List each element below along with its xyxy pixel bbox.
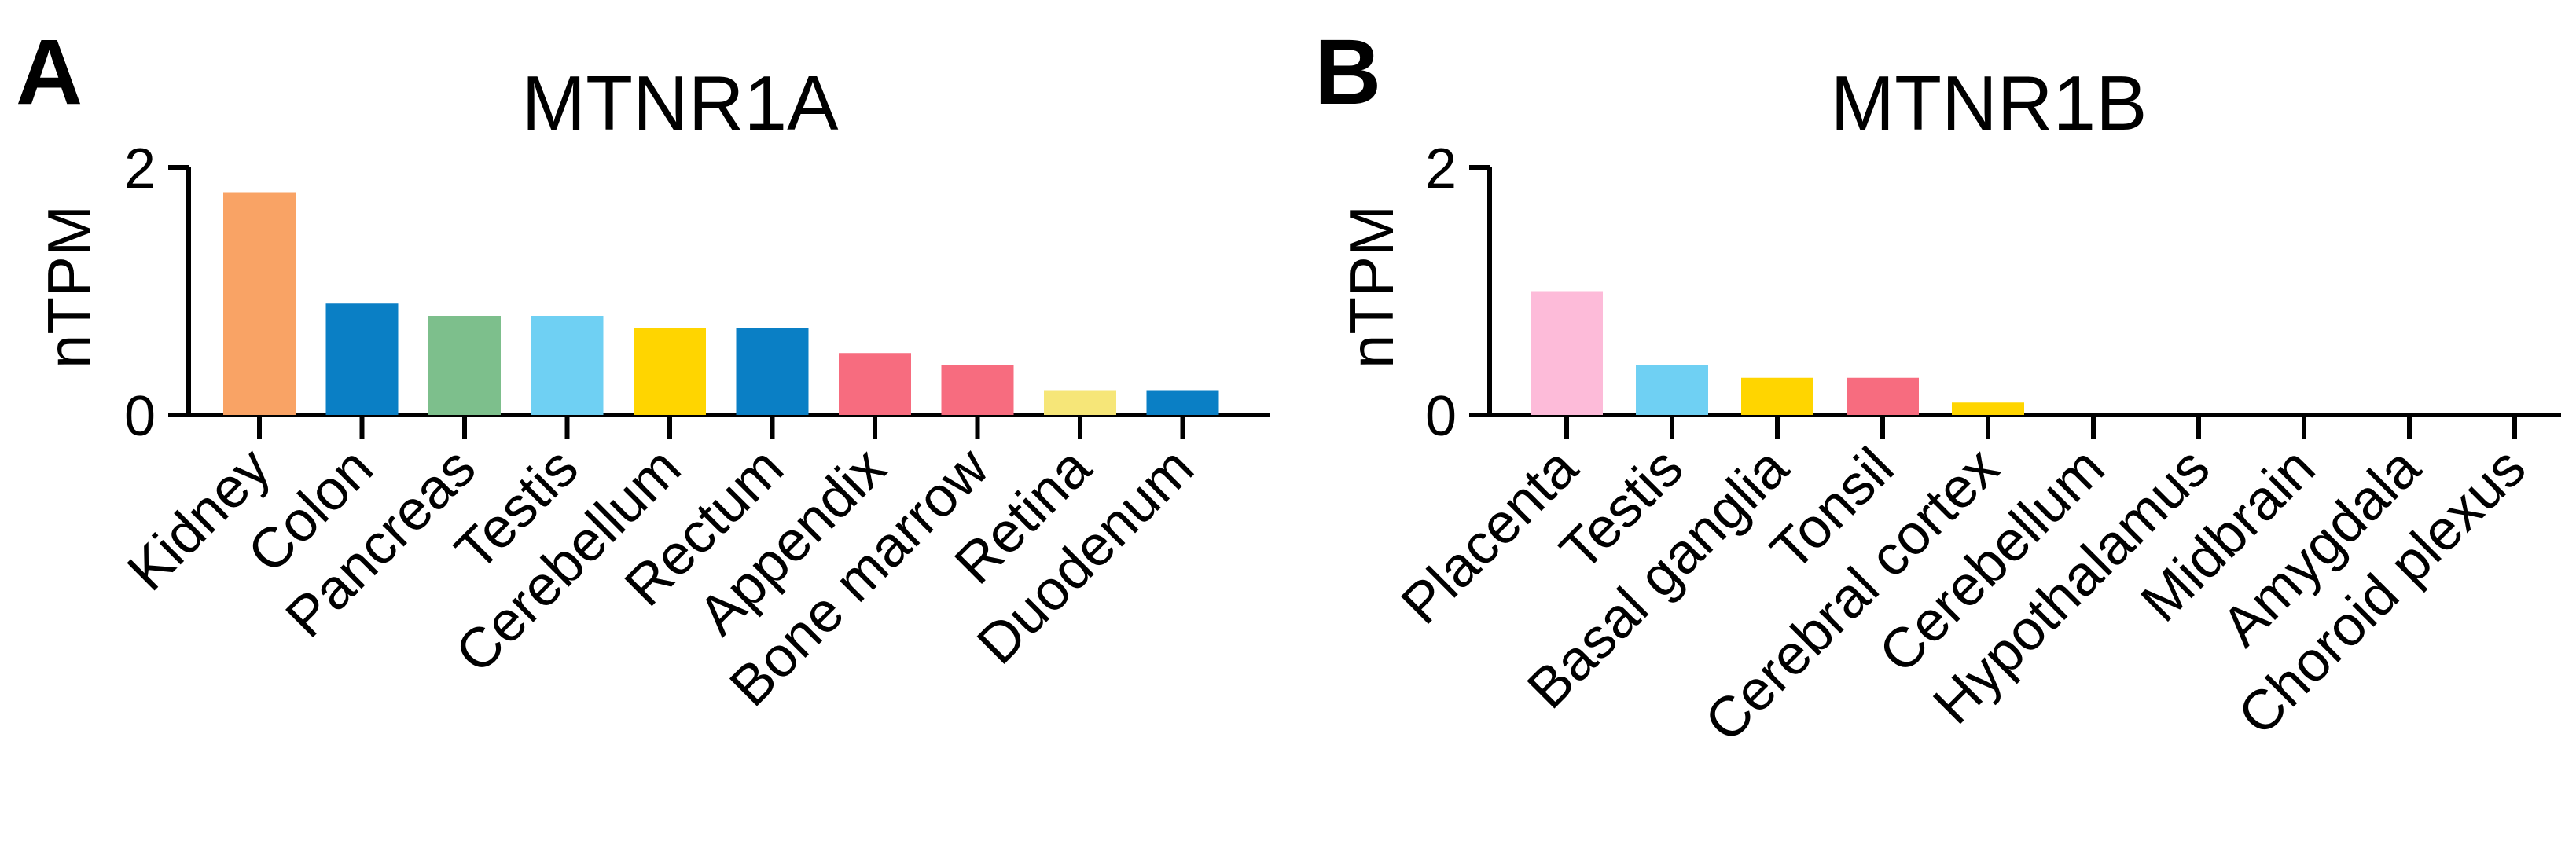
- y-axis-label-b: nTPM: [1337, 205, 1406, 369]
- bar-b-4: [1952, 402, 2024, 415]
- bar-b-2: [1741, 377, 1813, 415]
- bar-a-2: [428, 316, 501, 415]
- bar-a-8: [1044, 390, 1116, 415]
- y-tick-label-b-1: 2: [1425, 138, 1457, 200]
- bar-a-4: [634, 328, 706, 415]
- y-tick-label-a-1: 2: [124, 138, 156, 200]
- panel-letter-b: B: [1314, 20, 1381, 124]
- chart-title-b: MTNR1B: [1831, 60, 2148, 146]
- bar-b-1: [1636, 365, 1708, 415]
- x-tick-labels-a: KidneyColonPancreasTestisCerebellumRectu…: [116, 435, 1206, 718]
- bar-a-9: [1146, 390, 1219, 415]
- bar-b-0: [1531, 291, 1603, 415]
- y-axis-label-a: nTPM: [35, 205, 104, 369]
- y-ticks-a: 02: [124, 138, 189, 448]
- y-tick-label-b-0: 0: [1425, 385, 1457, 448]
- x-ticks-a: [257, 415, 1185, 439]
- y-tick-label-a-0: 0: [124, 385, 156, 448]
- bar-a-3: [531, 316, 604, 415]
- x-ticks-b: [1564, 415, 2517, 439]
- bar-a-7: [941, 365, 1014, 415]
- bar-a-1: [325, 303, 399, 415]
- bars-b: [1531, 291, 2024, 415]
- panel-letter-a: A: [16, 20, 83, 124]
- bar-a-6: [839, 353, 911, 415]
- bar-a-0: [223, 192, 296, 415]
- chart-title-a: MTNR1A: [522, 60, 840, 146]
- bars-a: [223, 192, 1219, 415]
- bar-b-3: [1847, 377, 1919, 415]
- y-ticks-b: 02: [1425, 138, 1490, 448]
- panel-a: A MTNR1A nTPM 02 KidneyColonPancreasTest…: [16, 20, 1270, 718]
- bar-a-5: [736, 328, 809, 415]
